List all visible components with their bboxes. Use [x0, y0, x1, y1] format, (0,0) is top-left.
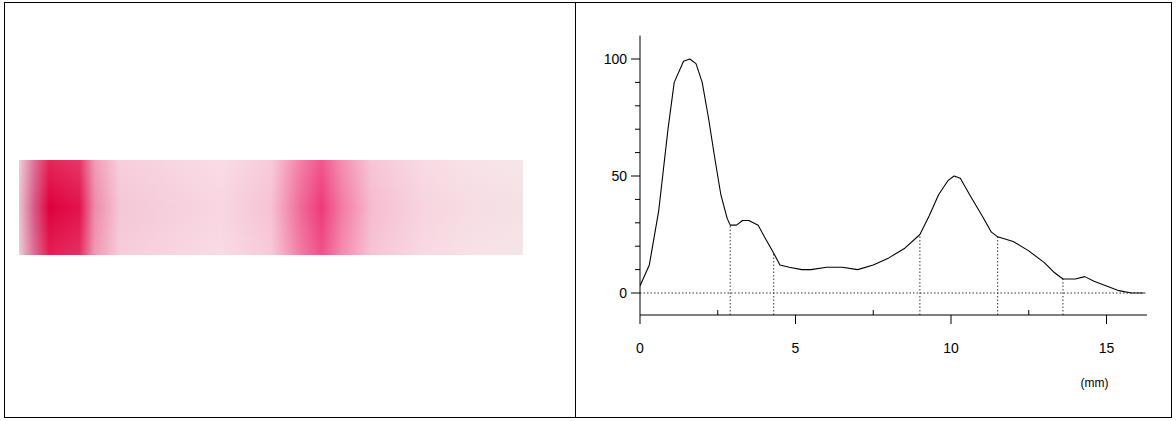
x-tick-label: 0 [636, 340, 644, 356]
y-tick [631, 176, 640, 177]
densitometry-curve [640, 59, 1144, 293]
y-tick [631, 293, 640, 294]
x-minor-tick [717, 310, 718, 315]
y-minor-tick [635, 152, 640, 153]
y-tick-label: 50 [611, 168, 627, 184]
x-tick [1106, 315, 1107, 324]
y-minor-tick [635, 269, 640, 270]
x-axis [640, 315, 1147, 316]
x-minor-tick [873, 310, 874, 315]
x-minor-tick [1028, 310, 1029, 315]
y-tick [631, 59, 640, 60]
gel-strip [19, 160, 523, 255]
x-tick-label: 5 [792, 340, 800, 356]
y-minor-tick [635, 129, 640, 130]
baseline [640, 293, 1147, 294]
segment-divider [773, 253, 774, 315]
gel-strip-shade [19, 160, 523, 255]
y-minor-tick [635, 82, 640, 83]
plot-area [640, 59, 1147, 315]
y-tick-label: 0 [619, 285, 627, 301]
x-tick [795, 315, 796, 324]
x-tick [951, 315, 952, 324]
x-tick [640, 315, 641, 324]
segment-divider [730, 225, 731, 315]
y-minor-tick [635, 105, 640, 106]
panel-divider [575, 3, 576, 418]
segment-divider [919, 235, 920, 315]
x-tick-label: 10 [943, 340, 959, 356]
y-axis [640, 36, 641, 315]
segment-divider [997, 237, 998, 315]
y-minor-tick [635, 222, 640, 223]
x-tick-label: 15 [1099, 340, 1115, 356]
x-axis-label: (mm) [1081, 376, 1109, 390]
y-tick-label: 100 [604, 51, 628, 67]
y-minor-tick [635, 246, 640, 247]
segment-divider [1062, 279, 1063, 315]
frame [5, 3, 1172, 418]
y-minor-tick [635, 199, 640, 200]
figure: 0 50 100 0 5 10 15 (mm) [0, 0, 1176, 421]
